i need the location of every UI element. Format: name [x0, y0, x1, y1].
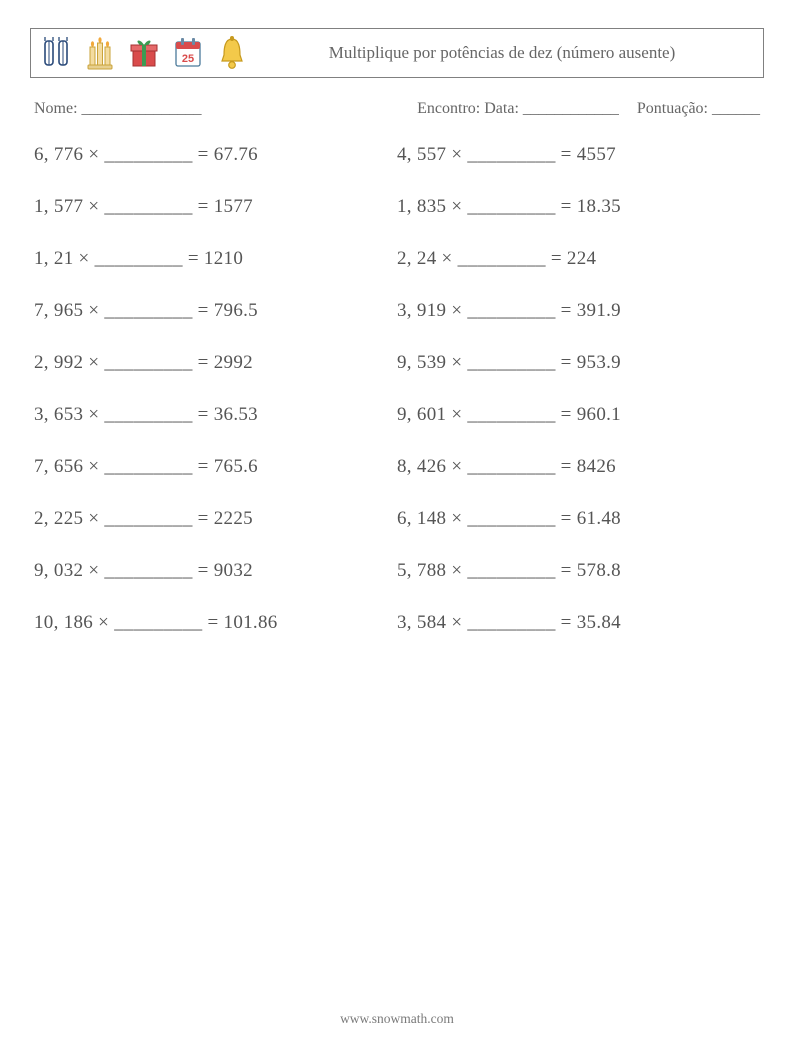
- problem-row: 7, 656 × _________ = 765.68, 426 × _____…: [34, 456, 760, 478]
- name-field: Nome: _______________: [34, 100, 202, 118]
- problem-right: 4, 557 × _________ = 4557: [397, 144, 760, 166]
- problem-left: 7, 656 × _________ = 765.6: [34, 456, 397, 478]
- bell-icon: [215, 36, 249, 70]
- lantern-icon: [39, 36, 73, 70]
- problem-left: 2, 992 × _________ = 2992: [34, 352, 397, 374]
- problem-right: 9, 601 × _________ = 960.1: [397, 404, 760, 426]
- candles-icon: [83, 36, 117, 70]
- problem-row: 10, 186 × _________ = 101.863, 584 × ___…: [34, 612, 760, 634]
- problem-row: 1, 577 × _________ = 15771, 835 × ______…: [34, 196, 760, 218]
- problem-right: 5, 788 × _________ = 578.8: [397, 560, 760, 582]
- problem-left: 10, 186 × _________ = 101.86: [34, 612, 397, 634]
- problem-right: 2, 24 × _________ = 224: [397, 248, 760, 270]
- problem-row: 2, 992 × _________ = 29929, 539 × ______…: [34, 352, 760, 374]
- header: 25 Multiplique por potências de dez (núm…: [30, 28, 764, 78]
- worksheet-title: Multiplique por potências de dez (número…: [249, 42, 755, 63]
- score-field: Pontuação: ______: [637, 100, 760, 118]
- problem-row: 2, 225 × _________ = 22256, 148 × ______…: [34, 508, 760, 530]
- problem-row: 1, 21 × _________ = 12102, 24 × ________…: [34, 248, 760, 270]
- problem-right: 3, 919 × _________ = 391.9: [397, 300, 760, 322]
- problem-right: 1, 835 × _________ = 18.35: [397, 196, 760, 218]
- problem-right: 9, 539 × _________ = 953.9: [397, 352, 760, 374]
- gift-icon: [127, 36, 161, 70]
- problem-left: 9, 032 × _________ = 9032: [34, 560, 397, 582]
- header-icons: 25: [39, 36, 249, 70]
- problem-row: 3, 653 × _________ = 36.539, 601 × _____…: [34, 404, 760, 426]
- calendar-icon: 25: [171, 36, 205, 70]
- date-field: Encontro: Data: ____________: [417, 100, 619, 118]
- problem-left: 6, 776 × _________ = 67.76: [34, 144, 397, 166]
- info-row: Nome: _______________ Encontro: Data: __…: [34, 100, 760, 118]
- problem-left: 1, 21 × _________ = 1210: [34, 248, 397, 270]
- footer-link[interactable]: www.snowmath.com: [0, 1011, 794, 1027]
- problem-left: 7, 965 × _________ = 796.5: [34, 300, 397, 322]
- svg-text:25: 25: [182, 53, 194, 65]
- problem-left: 3, 653 × _________ = 36.53: [34, 404, 397, 426]
- problems-grid: 6, 776 × _________ = 67.764, 557 × _____…: [30, 144, 764, 634]
- problem-left: 1, 577 × _________ = 1577: [34, 196, 397, 218]
- problem-row: 7, 965 × _________ = 796.53, 919 × _____…: [34, 300, 760, 322]
- problem-left: 2, 225 × _________ = 2225: [34, 508, 397, 530]
- problem-row: 9, 032 × _________ = 90325, 788 × ______…: [34, 560, 760, 582]
- problem-row: 6, 776 × _________ = 67.764, 557 × _____…: [34, 144, 760, 166]
- problem-right: 3, 584 × _________ = 35.84: [397, 612, 760, 634]
- problem-right: 6, 148 × _________ = 61.48: [397, 508, 760, 530]
- problem-right: 8, 426 × _________ = 8426: [397, 456, 760, 478]
